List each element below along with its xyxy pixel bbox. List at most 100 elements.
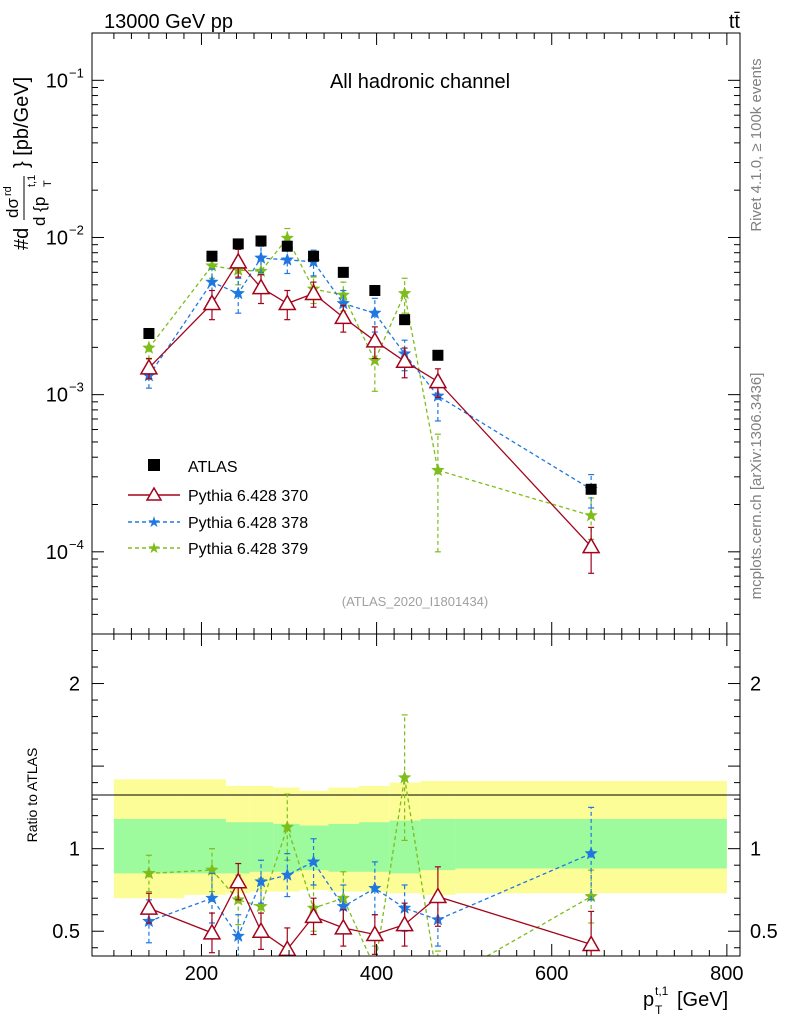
atlas-data-point (432, 349, 444, 361)
legend: ATLAS Pythia 6.428 370 ★ Pythia 6.428 37… (128, 459, 308, 558)
series-point-2 (368, 881, 382, 895)
upper-ytick-exp: −4 (69, 537, 84, 552)
series-point-1 (428, 372, 448, 389)
legend-label-379: Pythia 6.428 379 (188, 541, 308, 558)
xaxis-label-sup: t,1 (655, 984, 669, 998)
lower-series-layer (139, 714, 601, 990)
atlas-data-point (232, 238, 244, 250)
upper-ylabel: #d dσ rd d {p T t,1 } [pb/GeV] (2, 77, 54, 250)
series-point-3 (254, 899, 268, 913)
atlas-data-point (585, 483, 597, 495)
header-process-label: tt̄ (729, 11, 741, 33)
series-point-1 (139, 358, 159, 375)
xaxis-tick-label: 400 (360, 963, 393, 985)
upper-ytick-base: 10 (46, 385, 68, 407)
upper-ylabel-hash: #d (11, 228, 33, 250)
legend-marker-370 (145, 486, 163, 501)
legend-marker-379: ★ (147, 540, 160, 557)
mcplots-credit-label: mcplots.cern.ch [arXiv:1306.3436] (748, 373, 765, 600)
upper-series-layer (139, 227, 601, 574)
lower-ylabel: Ratio to ATLAS (24, 748, 40, 843)
analysis-id-label: (ATLAS_2020_I1801434) (342, 594, 488, 609)
series-point-1 (228, 252, 248, 269)
series-point-2 (584, 846, 598, 860)
series-point-3 (397, 770, 412, 784)
upper-ytick-exp: −3 (69, 380, 84, 395)
upper-ytick-label: 10−2 (46, 222, 84, 249)
upper-panel: 10−110−210−310−4 All hadronic channel (A… (2, 32, 741, 635)
series-point-2 (280, 867, 295, 881)
xaxis-label: p T t,1 [GeV] (643, 984, 728, 1017)
upper-ytick-label: 10−1 (46, 65, 84, 92)
upper-ytick-label: 10−4 (46, 537, 84, 564)
series-point-1 (228, 872, 248, 889)
upper-ticks: 10−110−210−310−4 (46, 32, 740, 635)
lower-panel: 200 400 600 800 0.5 0.5 1 1 2 2 Ratio to ATLAS (24, 633, 778, 990)
xaxis-label-sub: T (655, 1003, 663, 1017)
series-point-2 (205, 890, 219, 905)
series-point-1 (202, 294, 222, 311)
lower-ytick-label: 2 (69, 674, 80, 696)
xaxis-tick-label: 200 (185, 963, 218, 985)
upper-ytick-exp: −2 (69, 222, 84, 237)
series-point-3 (432, 978, 444, 990)
atlas-data-point (255, 235, 267, 247)
series-point-1 (251, 921, 271, 938)
series-point-1 (304, 284, 323, 301)
lower-ytick-label-right: 1 (750, 839, 761, 861)
series-point-1 (581, 537, 601, 554)
atlas-data-point (143, 327, 155, 339)
series-point-1 (202, 923, 222, 940)
atlas-data-point (308, 250, 320, 262)
upper-ylabel-numer: dσ (3, 198, 22, 218)
xaxis-label-p: p (643, 989, 654, 1011)
series-point-2 (231, 286, 246, 300)
atlas-data-point (337, 266, 349, 278)
lower-frame (91, 633, 741, 957)
inner-band-segment (328, 823, 360, 872)
upper-ytick-base: 10 (46, 542, 68, 564)
series-point-3 (142, 340, 156, 354)
upper-ylabel-denom-sub: T (42, 180, 54, 187)
legend-label-378: Pythia 6.428 378 (188, 515, 308, 532)
series-point-2 (254, 874, 268, 888)
series-point-1 (334, 918, 353, 935)
upper-ylabel-numer-sup: rd (2, 186, 14, 196)
xaxis-label-unit: [GeV] (677, 989, 728, 1011)
series-point-1 (365, 331, 385, 348)
legend-marker-atlas (148, 459, 160, 471)
series-point-1 (278, 939, 297, 956)
upper-ylabel-close: } [pb/GeV] (11, 77, 33, 168)
series-point-3 (431, 463, 445, 477)
series-point-2 (205, 274, 219, 288)
series-point-1 (581, 934, 601, 952)
header-energy-label: 13000 GeV pp (104, 11, 233, 33)
upper-ytick-label: 10−3 (46, 380, 84, 407)
legend-label-370: Pythia 6.428 370 (188, 488, 308, 505)
series-point-1 (395, 915, 414, 932)
legend-label-atlas: ATLAS (188, 459, 238, 476)
plot-title: All hadronic channel (330, 71, 510, 93)
inner-band-segment (113, 818, 184, 874)
xaxis-tick-label: 600 (535, 963, 568, 985)
inner-band-segment (420, 818, 456, 871)
xaxis-tick-label: 800 (710, 963, 743, 985)
series-point-1 (304, 906, 323, 924)
series-point-3 (142, 866, 156, 880)
lower-ytick-label-right: 0.5 (750, 921, 778, 943)
series-point-3 (280, 819, 295, 834)
upper-ylabel-denom-sup: t,1 (26, 175, 38, 187)
series-point-2 (368, 305, 382, 319)
series-point-3 (584, 508, 598, 522)
series-point-1 (428, 887, 448, 904)
series-point-2 (254, 250, 268, 264)
upper-ytick-base: 10 (46, 227, 68, 249)
atlas-data-point (399, 314, 411, 326)
lower-ytick-label: 0.5 (52, 921, 80, 943)
series-point-1 (365, 925, 385, 942)
series-point-1 (277, 294, 297, 311)
upper-ytick-exp: −1 (69, 65, 84, 80)
series-line-2 (148, 853, 592, 938)
inner-band-segment (183, 818, 226, 874)
series-point-1 (139, 898, 159, 915)
